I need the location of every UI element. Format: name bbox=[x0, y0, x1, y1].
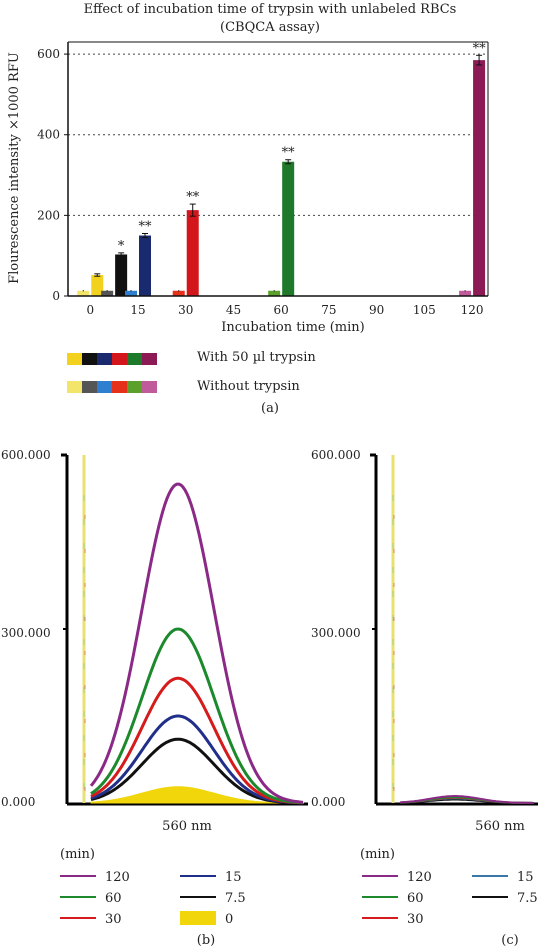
legend-with-trypsin-label: With 50 µl trypsin bbox=[197, 350, 316, 365]
legend-label-30: 30 bbox=[105, 912, 122, 927]
panel-a: Effect of incubation time of trypsin wit… bbox=[7, 2, 489, 416]
legend-swatch bbox=[97, 381, 112, 393]
spectrum-line-120 bbox=[89, 482, 304, 804]
spectrum-line-120 bbox=[399, 795, 535, 804]
spectrum-line-60 bbox=[90, 627, 304, 805]
legend-label-120: 120 bbox=[407, 870, 432, 885]
legend-label-0: 0 bbox=[225, 912, 233, 927]
significance-marker: ** bbox=[473, 41, 487, 56]
x-tick-label: 75 bbox=[321, 303, 336, 317]
bar-with-trypsin bbox=[282, 161, 295, 296]
legend-without-trypsin-swatches bbox=[67, 381, 157, 393]
legend-label-60: 60 bbox=[105, 891, 122, 906]
bars: ********* bbox=[77, 41, 487, 297]
panel-c-ytick-top: 600.000 bbox=[311, 448, 361, 462]
panel-c-xlabel: 560 nm bbox=[475, 819, 525, 834]
bar-without-trypsin bbox=[172, 290, 185, 296]
x-tick-label: 105 bbox=[413, 303, 436, 317]
bar-without-trypsin bbox=[125, 290, 137, 296]
axes bbox=[67, 41, 489, 297]
panel-b-ytick-top: 600.000 bbox=[1, 448, 51, 462]
y-tick-label: 200 bbox=[37, 208, 60, 222]
panel-c-legend: 120 15 60 7.5 30 bbox=[362, 870, 538, 927]
panel-c-legend-header: (min) bbox=[360, 847, 395, 862]
legend-label-15: 15 bbox=[517, 870, 534, 885]
bar-without-trypsin bbox=[268, 290, 281, 296]
panel-c-label: (c) bbox=[501, 933, 518, 948]
legend-swatch bbox=[67, 381, 82, 393]
bar-without-trypsin bbox=[459, 290, 472, 296]
legend-swatch bbox=[142, 353, 157, 365]
panel-b-ytick-mid: 300.000 bbox=[1, 626, 51, 640]
x-tick-label: 120 bbox=[461, 303, 484, 317]
x-tick-label: 30 bbox=[178, 303, 193, 317]
legend-label-7.5: 7.5 bbox=[517, 891, 538, 906]
significance-marker: ** bbox=[186, 190, 200, 205]
legend-swatch bbox=[82, 381, 97, 393]
bar-without-trypsin bbox=[77, 290, 90, 296]
y-tick-label: 400 bbox=[37, 128, 60, 142]
x-axis-label: Incubation time (min) bbox=[221, 320, 364, 335]
bar-with-trypsin bbox=[473, 60, 486, 297]
panel-c-ytick-mid: 300.000 bbox=[311, 626, 361, 640]
panel-c-ytick-bottom: 0.000 bbox=[311, 795, 345, 809]
x-tick-label: 45 bbox=[226, 303, 241, 317]
x-tick-label: 90 bbox=[369, 303, 384, 317]
legend-swatch bbox=[112, 353, 127, 365]
significance-marker: * bbox=[118, 239, 125, 254]
panel-b-ytick-bottom: 0.000 bbox=[1, 795, 35, 809]
legend-swatch bbox=[127, 381, 142, 393]
legend-label-7.5: 7.5 bbox=[225, 891, 246, 906]
bar-with-trypsin bbox=[115, 254, 128, 296]
legend-swatch bbox=[82, 353, 97, 365]
x-tick-label: 0 bbox=[86, 303, 94, 317]
legend-swatch-0 bbox=[180, 911, 216, 925]
significance-marker: ** bbox=[282, 146, 296, 161]
panel-b-label: (b) bbox=[197, 933, 215, 948]
spectrum-line-15 bbox=[90, 714, 304, 805]
bar-without-trypsin bbox=[101, 290, 114, 296]
x-tick-label: 60 bbox=[274, 303, 289, 317]
spectrum-line-30 bbox=[90, 676, 304, 805]
y-tick-label: 600 bbox=[37, 47, 60, 61]
panel-b-legend-header: (min) bbox=[60, 847, 95, 862]
legend-swatch bbox=[97, 353, 112, 365]
spectrum-area-0 bbox=[90, 786, 304, 804]
panel-a-label: (a) bbox=[261, 401, 279, 416]
panel-b-legend: 120 15 60 7.5 30 0 bbox=[60, 870, 246, 927]
legend-without-trypsin-label: Without trypsin bbox=[197, 379, 300, 394]
legend-swatch bbox=[127, 353, 142, 365]
chart-a-title-line1: Effect of incubation time of trypsin wit… bbox=[84, 2, 457, 17]
legend-label-15: 15 bbox=[225, 870, 242, 885]
spectrum-plot-b bbox=[61, 453, 308, 806]
gridlines bbox=[68, 53, 488, 216]
y-tick-label: 0 bbox=[52, 289, 60, 303]
legend-label-30: 30 bbox=[407, 912, 424, 927]
x-tick-label: 15 bbox=[130, 303, 145, 317]
chart-a-title-line2: (CBQCA assay) bbox=[220, 20, 320, 35]
legend-swatch bbox=[67, 353, 82, 365]
panel-b: 600.000 300.000 0.000 560 nm (min) 120 15… bbox=[1, 448, 308, 948]
spectrum-plot-c bbox=[370, 453, 538, 806]
panel-b-xlabel: 560 nm bbox=[162, 819, 212, 834]
legend-with-trypsin-swatches bbox=[67, 353, 157, 365]
tick-labels: 0 200 400 600 0 15 30 45 60 75 90 105 120 bbox=[37, 47, 483, 317]
bar-with-trypsin bbox=[186, 210, 199, 296]
bar-with-trypsin bbox=[91, 275, 104, 296]
legend-label-60: 60 bbox=[407, 891, 424, 906]
panel-c: 600.000 300.000 0.000 560 nm (min) 120 15… bbox=[311, 448, 538, 948]
legend-label-120: 120 bbox=[105, 870, 130, 885]
legend-swatch bbox=[142, 381, 157, 393]
bar-with-trypsin bbox=[139, 235, 151, 296]
significance-marker: ** bbox=[139, 220, 153, 235]
legend-swatch bbox=[112, 381, 127, 393]
y-axis-label: Flourescence intensity ×1000 RFU bbox=[7, 52, 22, 284]
